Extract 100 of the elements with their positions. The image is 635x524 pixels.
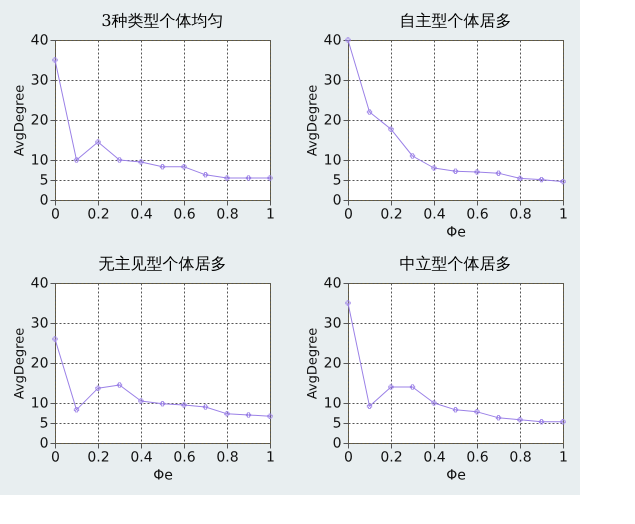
- point: [138, 159, 144, 165]
- x-tick-label: 0.6: [173, 206, 196, 222]
- y-tick-label: 20: [324, 112, 342, 128]
- y-tick-label: 30: [324, 72, 342, 88]
- x-tick-label: 0.8: [216, 450, 239, 466]
- y-tick-label: 40: [30, 276, 48, 292]
- y-tick-label: 0: [40, 436, 48, 452]
- point: [181, 164, 187, 170]
- x-tick-label: 1: [266, 450, 275, 466]
- y-tick-label: 30: [30, 72, 48, 88]
- point: [538, 176, 544, 182]
- x-tick-label: 0.6: [466, 450, 489, 466]
- x-axis-title: Φe: [153, 468, 173, 484]
- point: [538, 419, 544, 424]
- x-tick-label: 0.2: [380, 450, 403, 466]
- point: [496, 415, 502, 420]
- y-axis-title: AvgDegree: [12, 328, 28, 400]
- point: [388, 126, 394, 132]
- point: [560, 419, 566, 424]
- point: [160, 164, 166, 170]
- point: [388, 384, 394, 390]
- x-tick-label: 0.8: [216, 206, 239, 222]
- y-tick-label: 40: [324, 276, 342, 292]
- y-tick-label: 10: [30, 396, 48, 412]
- x-tick-label: 0.2: [380, 206, 403, 222]
- point: [138, 398, 144, 404]
- x-tick-label: 0.8: [509, 206, 532, 222]
- point: [431, 165, 437, 171]
- point: [452, 407, 458, 412]
- point: [410, 384, 416, 390]
- point: [474, 409, 480, 414]
- x-tick-label: 0: [344, 206, 353, 222]
- point: [74, 407, 80, 412]
- x-tick-label: 1: [266, 206, 275, 222]
- point: [431, 400, 437, 406]
- point: [410, 153, 416, 159]
- point: [52, 57, 58, 63]
- point: [95, 139, 101, 145]
- x-axis-title: Φe: [446, 468, 466, 484]
- x-tick-label: 0.4: [423, 450, 446, 466]
- chart-title: 自主型个体居多: [400, 11, 512, 30]
- x-tick-label: 0.6: [173, 450, 196, 466]
- point: [202, 404, 208, 410]
- y-tick-label: 10: [324, 152, 342, 168]
- x-tick-label: 0.2: [87, 206, 110, 222]
- point: [366, 404, 372, 409]
- x-tick-label: 0.4: [130, 450, 153, 466]
- point: [517, 417, 523, 422]
- point: [267, 175, 273, 181]
- y-tick-label: 30: [324, 316, 342, 332]
- x-tick-label: 0: [51, 450, 60, 466]
- x-tick-label: 1: [559, 206, 568, 222]
- x-tick-label: 0.4: [130, 206, 153, 222]
- point: [52, 336, 58, 342]
- x-tick-label: 0.6: [466, 206, 489, 222]
- point: [345, 37, 351, 43]
- y-tick-label: 5: [332, 172, 342, 188]
- y-tick-label: 5: [40, 416, 48, 432]
- y-tick-label: 0: [40, 192, 48, 208]
- point: [452, 168, 458, 174]
- y-tick-label: 20: [30, 112, 48, 128]
- y-tick-label: 10: [324, 396, 342, 412]
- point: [345, 300, 351, 306]
- point: [246, 175, 252, 181]
- chart-title: 中立型个体居多: [400, 254, 512, 273]
- x-tick-label: 0: [51, 206, 60, 222]
- point: [202, 172, 208, 178]
- point: [116, 382, 122, 388]
- x-tick-label: 0.4: [423, 206, 446, 222]
- point: [560, 178, 566, 184]
- point: [74, 157, 80, 163]
- point: [160, 401, 166, 406]
- x-tick-label: 0.2: [87, 450, 110, 466]
- point: [224, 411, 230, 416]
- x-tick-label: 1: [559, 450, 568, 466]
- point: [246, 412, 252, 418]
- chart-title: 3种类型个体均匀: [101, 11, 224, 30]
- x-tick-label: 0.8: [509, 450, 532, 466]
- point: [366, 109, 372, 115]
- point: [181, 402, 187, 408]
- y-axis-title: AvgDegree: [306, 84, 321, 156]
- y-tick-label: 40: [30, 32, 48, 48]
- point: [116, 157, 122, 163]
- point: [496, 170, 502, 176]
- x-tick-label: 0: [344, 450, 353, 466]
- y-tick-label: 40: [324, 32, 342, 48]
- point: [474, 169, 480, 175]
- point: [224, 175, 230, 181]
- y-tick-label: 5: [332, 416, 342, 432]
- y-tick-label: 20: [324, 356, 342, 372]
- y-tick-label: 30: [30, 316, 48, 332]
- y-tick-label: 0: [332, 436, 342, 452]
- x-axis-title: Φe: [446, 224, 466, 240]
- y-tick-label: 20: [30, 356, 48, 372]
- y-tick-label: 5: [40, 172, 48, 188]
- point: [95, 386, 101, 391]
- y-tick-label: 10: [30, 152, 48, 168]
- point: [517, 176, 523, 182]
- y-axis-title: AvgDegree: [12, 84, 28, 156]
- point: [267, 414, 273, 419]
